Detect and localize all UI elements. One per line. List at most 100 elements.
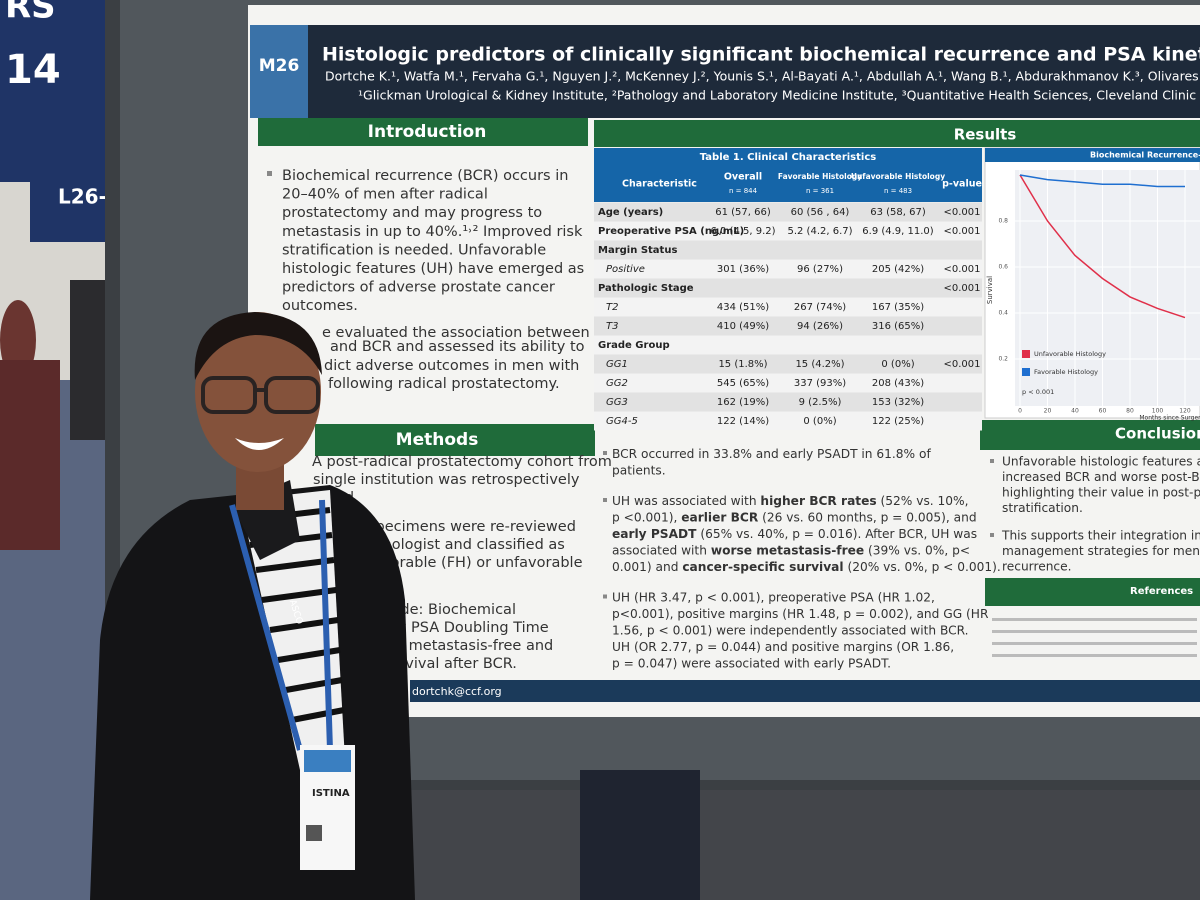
intro-line: 20–40% of men after radical — [282, 187, 488, 203]
y-tick-label: 0.2 — [998, 356, 1008, 363]
table-row — [594, 373, 982, 393]
table-cell: 96 (27%) — [797, 264, 843, 275]
table-cell: 6.9 (4.9, 11.0) — [862, 226, 934, 237]
methods-line: favorable (FH) or unfavorable — [368, 555, 583, 571]
results-text: UH was associated with — [612, 494, 760, 508]
table-row — [594, 240, 982, 260]
results-line: patients. — [612, 463, 666, 477]
conclusion-line: highlighting their value in post-pro — [1002, 486, 1200, 500]
intro-line: stratification is needed. Unfavorable — [282, 242, 546, 258]
conclusion-line: management strategies for men wi — [1002, 544, 1200, 558]
results-text: p <0.001), — [612, 510, 681, 524]
methods-line: nclude: Biochemical — [370, 602, 516, 618]
results-text: p<0.001), positive margins (HR 1.48, p =… — [612, 607, 989, 621]
results-text: (52% vs. 10%, — [877, 494, 969, 508]
table-header: p-value — [942, 179, 982, 190]
table-row — [594, 354, 982, 374]
table-row — [594, 278, 982, 298]
survival-curve — [1019, 174, 1185, 188]
x-tick-label: 20 — [1044, 408, 1052, 415]
results-text: p = 0.047) were associated with early PS… — [612, 656, 891, 670]
table-cell: 434 (51%) — [717, 302, 769, 313]
visitor — [0, 360, 60, 550]
sign — [0, 0, 115, 182]
table-cell: 205 (42%) — [872, 264, 924, 275]
results-line: UH (OR 2.77, p = 0.044) and positive mar… — [612, 640, 954, 654]
table-row — [594, 316, 982, 336]
x-tick-label: 0 — [1018, 408, 1022, 415]
conclusion-line: stratification. — [1002, 501, 1083, 515]
table-cell: Pathologic Stage — [598, 283, 694, 294]
legend-label: Unfavorable Histology — [1034, 350, 1106, 358]
results-text: earlier BCR — [681, 510, 759, 524]
affiliations: ¹Glickman Urological & Kidney Institute,… — [358, 88, 1200, 103]
methods-line: specimens were re-reviewed — [368, 519, 576, 535]
badge-band — [304, 750, 351, 772]
table-row — [594, 335, 982, 355]
x-tick-label: 100 — [1152, 408, 1164, 415]
km-title-bar — [985, 148, 1200, 162]
methods-line: ear), metastasis-free and — [370, 638, 553, 654]
results-text: BCR occurred in 33.8% and early PSADT in… — [612, 447, 931, 461]
reference-text — [992, 654, 1197, 657]
results-text: 1.56, p < 0.001) were independently asso… — [612, 623, 969, 637]
results-text: (65% vs. 40%, p = 0.016). After BCR, UH … — [696, 527, 977, 541]
x-tick-label: 120 — [1179, 408, 1191, 415]
intro-line: dict adverse outcomes in men with — [324, 358, 579, 374]
bullet — [603, 594, 607, 599]
table-cell: 94 (26%) — [797, 321, 843, 332]
section-header — [315, 424, 595, 456]
table-row — [594, 411, 982, 431]
table-count: n = 361 — [806, 187, 834, 195]
reference-text — [992, 618, 1197, 621]
results-text: higher BCR rates — [760, 494, 876, 508]
sign-number: 14 — [5, 47, 61, 93]
table-cell: 9 (2.5%) — [799, 397, 842, 408]
results-text: cancer-specific survival — [682, 560, 843, 574]
section-heading: Methods — [396, 430, 479, 450]
bullet — [603, 451, 607, 455]
intro-line: and BCR and assessed its ability to — [330, 339, 585, 355]
results-line: 1.56, p < 0.001) were independently asso… — [612, 623, 969, 637]
table-header-bar — [594, 166, 982, 202]
table-row — [594, 392, 982, 412]
badge-name: ISTINA — [312, 788, 350, 799]
table-cell: <0.001 — [943, 207, 980, 218]
bullet — [990, 459, 994, 463]
table-count: n = 844 — [729, 187, 758, 195]
results-line: early PSADT (65% vs. 40%, p = 0.016). Af… — [612, 527, 977, 541]
authors: Dortche K.¹, Watfa M.¹, Fervaha G.¹, Ngu… — [325, 69, 1200, 84]
table-row — [594, 259, 982, 279]
sign-text: RS — [5, 0, 56, 27]
bullet — [603, 498, 607, 502]
results-text: associated with — [612, 543, 711, 557]
table-cell: 208 (43%) — [872, 378, 924, 389]
table-cell: <0.001 — [943, 359, 980, 370]
intro-line: predictors of adverse prostate cancer — [282, 280, 555, 296]
table-header: Characteristic — [622, 179, 697, 190]
results-text: (20% vs. 0%, p < 0.001). — [844, 560, 1001, 574]
y-tick-label: 0.8 — [998, 218, 1008, 225]
results-line: UH (HR 3.47, p < 0.001), preoperative PS… — [612, 590, 935, 604]
methods-line: athologist and classified as — [368, 537, 565, 553]
board-box — [250, 25, 308, 118]
table-cell: 316 (65%) — [872, 321, 924, 332]
table-title-bar — [594, 148, 982, 166]
badge-qr — [306, 825, 322, 841]
table-cell: T3 — [606, 321, 618, 332]
y-axis-label: Survival — [986, 276, 994, 304]
methods-line: A post-radical prostatectomy cohort from — [312, 454, 612, 470]
table-cell: 545 (65%) — [717, 378, 769, 389]
table-cell: T2 — [606, 302, 618, 313]
table-header: Unfavorable Histology — [851, 172, 945, 181]
table-count: n = 483 — [884, 187, 912, 195]
results-text: 0.001) and — [612, 560, 682, 574]
conclusion-line: increased BCR and worse post-BC — [1002, 470, 1200, 484]
table-cell: 6.0 (4.5, 9.2) — [710, 226, 775, 237]
table-cell: 0 (0%) — [881, 359, 914, 370]
table-cell: Margin Status — [598, 245, 677, 256]
smile — [235, 438, 284, 450]
bullet — [267, 171, 272, 176]
chart-title: Biochemical Recurrence-Free — [1090, 151, 1200, 160]
conclusion-line: Unfavorable histologic features are — [1002, 455, 1200, 469]
